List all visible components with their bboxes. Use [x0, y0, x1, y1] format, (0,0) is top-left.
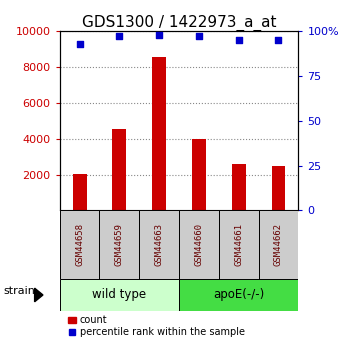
Bar — [179, 279, 298, 311]
Bar — [152, 57, 166, 210]
Title: GDS1300 / 1422973_a_at: GDS1300 / 1422973_a_at — [82, 15, 276, 31]
Bar — [192, 139, 206, 210]
Polygon shape — [35, 288, 43, 302]
Bar — [179, 210, 219, 279]
Point — [77, 41, 82, 46]
Bar — [100, 210, 139, 279]
Bar — [73, 174, 87, 210]
Text: GSM44658: GSM44658 — [75, 224, 84, 266]
Bar — [139, 210, 179, 279]
Legend: count, percentile rank within the sample: count, percentile rank within the sample — [68, 315, 244, 337]
Text: apoE(-/-): apoE(-/-) — [213, 288, 264, 302]
Text: GSM44660: GSM44660 — [194, 224, 204, 266]
Text: GSM44663: GSM44663 — [154, 224, 164, 266]
Bar — [113, 129, 126, 210]
Bar — [60, 279, 179, 311]
Point — [157, 32, 162, 37]
Text: strain: strain — [3, 286, 35, 296]
Point — [236, 37, 241, 43]
Point — [276, 37, 281, 43]
Bar — [60, 210, 100, 279]
Bar — [219, 210, 258, 279]
Point — [117, 34, 122, 39]
Bar — [258, 210, 298, 279]
Bar — [232, 164, 246, 210]
Point — [196, 34, 202, 39]
Text: GSM44659: GSM44659 — [115, 224, 124, 266]
Bar — [271, 167, 285, 210]
Text: GSM44662: GSM44662 — [274, 224, 283, 266]
Text: GSM44661: GSM44661 — [234, 224, 243, 266]
Text: wild type: wild type — [92, 288, 146, 302]
